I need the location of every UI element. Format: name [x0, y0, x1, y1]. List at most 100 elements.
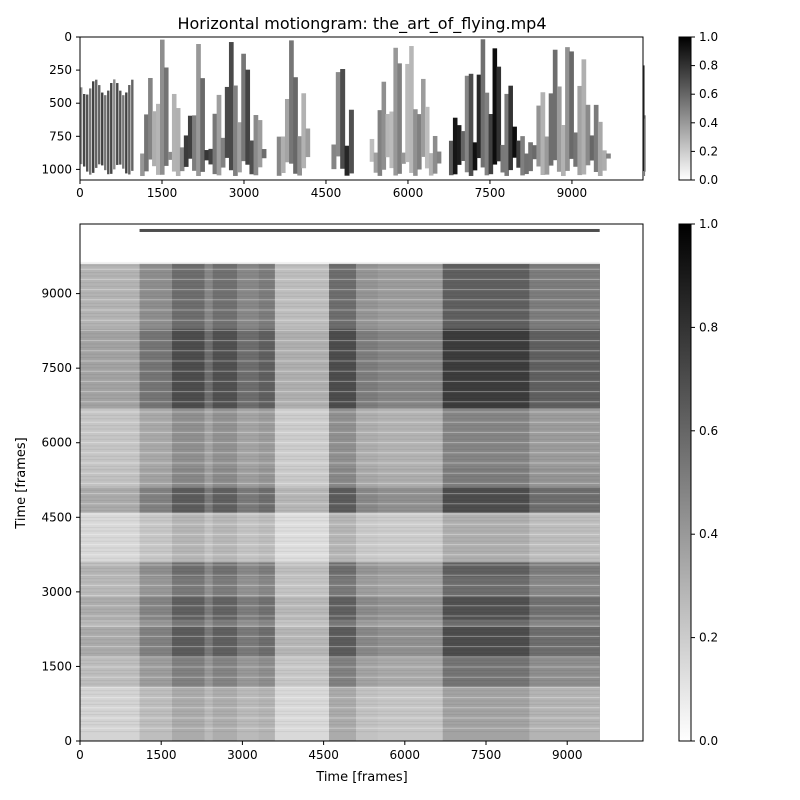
similarity-cell — [258, 619, 276, 627]
similarity-cell — [442, 407, 530, 468]
top-motion-band — [183, 135, 189, 167]
similarity-cell — [236, 686, 259, 742]
similarity-cell — [204, 596, 213, 620]
similarity-cell — [204, 686, 213, 742]
top-x-tick-label: 6000 — [393, 186, 424, 200]
similarity-cell — [236, 328, 259, 409]
similarity-cell — [258, 512, 276, 563]
top-motion-band — [212, 113, 218, 175]
bottom-y-axis-label: Time [frames] — [14, 437, 29, 529]
top-x-tick-label: 3000 — [229, 186, 260, 200]
similarity-cell — [139, 407, 173, 468]
similarity-cell — [356, 656, 379, 687]
similarity-cell — [204, 626, 213, 657]
top-motion-band — [113, 79, 116, 170]
colorbar-tick-label: 0.6 — [699, 87, 718, 101]
top-motion-band — [276, 136, 282, 176]
top-motion-band — [508, 85, 513, 171]
similarity-cell — [356, 328, 379, 409]
similarity-cell — [356, 467, 379, 488]
similarity-cell — [212, 467, 238, 488]
top-motion-band — [95, 79, 98, 168]
similarity-cell — [212, 487, 238, 513]
similarity-cell — [139, 263, 173, 329]
similarity-cell — [377, 512, 444, 563]
colorbar-tick-label: 0.2 — [699, 631, 718, 645]
similarity-cell — [377, 487, 444, 513]
similarity-cell — [329, 619, 357, 627]
similarity-cell — [80, 576, 140, 598]
similarity-cell — [356, 626, 379, 657]
top-x-tick-label: 4500 — [311, 186, 342, 200]
top-motion-band — [381, 81, 387, 170]
similarity-cell — [139, 656, 173, 687]
top-y-tick-label: 0 — [64, 30, 72, 44]
bottom-y-tick-label: 0 — [64, 734, 72, 748]
similarity-cell — [356, 263, 379, 329]
top-motion-band — [540, 92, 546, 175]
similarity-cell — [529, 596, 600, 620]
similarity-cell — [274, 487, 330, 513]
similarity-cell — [139, 228, 600, 232]
top-motion-band — [401, 152, 406, 164]
top-motion-band — [589, 135, 595, 161]
similarity-cell — [274, 562, 330, 578]
top-motion-band — [83, 93, 86, 167]
similarity-cell — [172, 487, 205, 513]
top-motion-band — [561, 124, 566, 177]
colorbar-tick-label: 0.4 — [699, 116, 718, 130]
similarity-cell — [172, 512, 205, 563]
similarity-cell — [212, 263, 238, 329]
top-motion-band — [644, 115, 646, 172]
similarity-cell — [442, 626, 530, 657]
top-motion-band — [606, 153, 611, 159]
top-motion-band — [389, 111, 394, 169]
similarity-cell — [442, 487, 530, 513]
similarity-cell — [274, 576, 330, 598]
top-motion-band — [602, 150, 607, 171]
top-motion-band — [92, 81, 95, 173]
top-x-tick-label: 9000 — [557, 186, 588, 200]
top-motion-band — [125, 92, 128, 174]
top-motion-band — [98, 85, 101, 165]
similarity-cell — [377, 467, 444, 488]
similarity-cell — [274, 619, 330, 627]
top-motion-band — [492, 48, 498, 165]
top-motion-band — [544, 136, 550, 175]
similarity-cell — [442, 596, 530, 620]
similarity-cell — [204, 512, 213, 563]
similarity-cell — [80, 626, 140, 657]
bottom-x-tick-label: 3000 — [227, 748, 258, 762]
top-motion-band — [196, 44, 201, 177]
similarity-cell — [236, 656, 259, 687]
similarity-cell — [529, 328, 600, 409]
top-motion-band — [573, 132, 579, 167]
top-motion-band — [369, 138, 375, 162]
similarity-cell — [212, 619, 238, 627]
similarity-cell — [377, 656, 444, 687]
similarity-cell — [529, 487, 600, 513]
top-motion-band — [597, 121, 603, 177]
top-motion-band — [417, 114, 422, 170]
top-motion-band — [448, 140, 454, 176]
similarity-cell — [329, 686, 357, 742]
similarity-cell — [139, 619, 173, 627]
similarity-cell — [172, 562, 205, 578]
top-motion-band — [643, 65, 645, 172]
similarity-cell — [329, 328, 357, 409]
top-motion-band — [385, 113, 391, 158]
similarity-cell — [529, 576, 600, 598]
colorbar-gradient — [678, 223, 692, 742]
top-motion-band — [552, 49, 558, 161]
similarity-cell — [212, 596, 238, 620]
top-motion-band — [532, 145, 538, 160]
similarity-cell — [258, 686, 276, 742]
similarity-cell — [204, 263, 213, 329]
similarity-cell — [274, 263, 330, 329]
top-motion-band — [335, 72, 341, 157]
top-motion-band — [80, 87, 83, 165]
similarity-cell — [236, 467, 259, 488]
top-motion-band — [171, 93, 177, 172]
similarity-cell — [274, 626, 330, 657]
top-x-tick-label: 7500 — [475, 186, 506, 200]
